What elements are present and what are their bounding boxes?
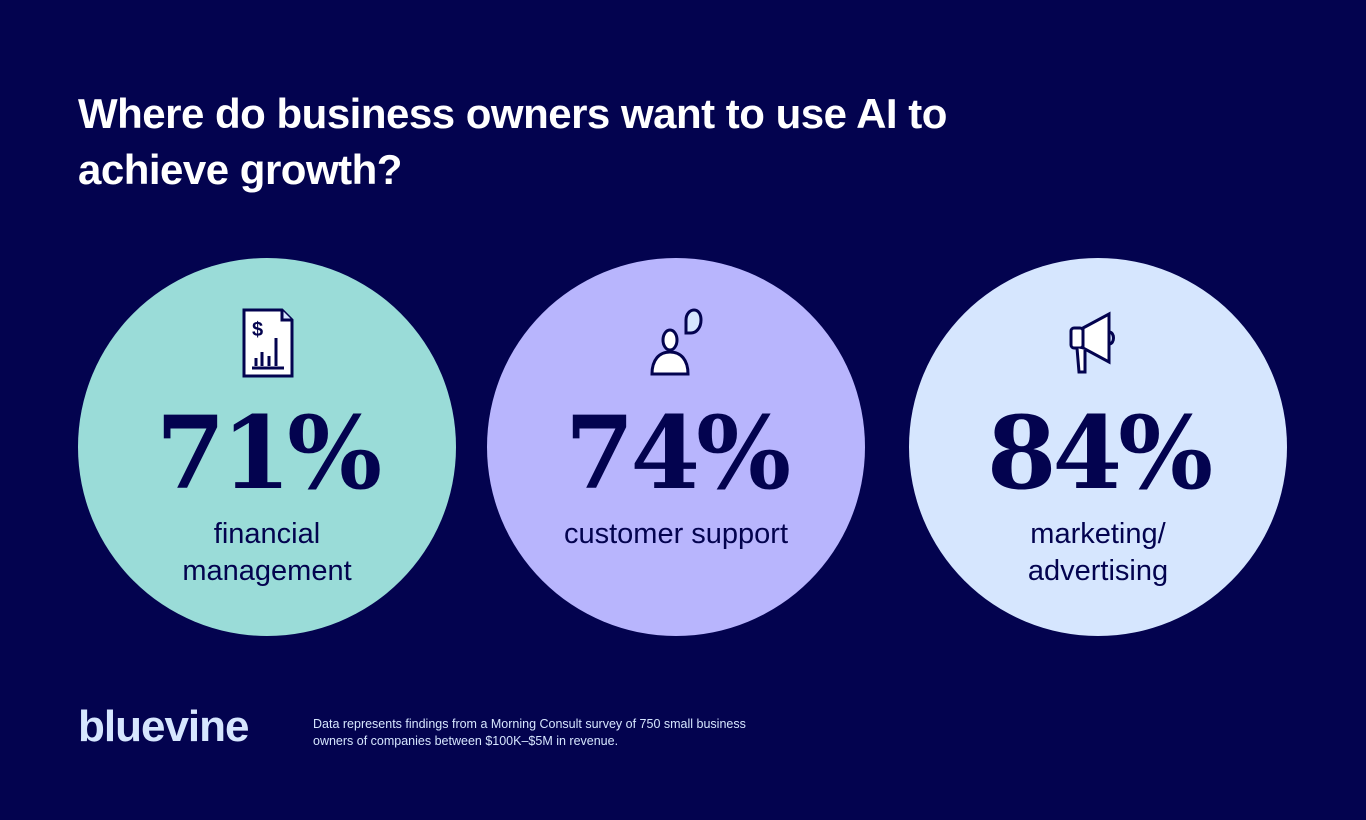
svg-text:$: $ bbox=[252, 319, 263, 341]
stat-label: customer support bbox=[563, 518, 789, 550]
stat-value: 71% bbox=[155, 394, 382, 512]
footnote: Data represents findings from a Morning … bbox=[313, 717, 746, 748]
page-title: Where do business owners want to use AI … bbox=[78, 90, 947, 193]
stat-label: financial management bbox=[182, 518, 352, 587]
financial-report-icon: $ bbox=[242, 308, 294, 378]
stat-circle-customer-support: 74% customer support bbox=[487, 258, 865, 636]
person-speech-icon bbox=[650, 308, 703, 376]
stat-circle-financial: $ 71% financial management bbox=[78, 258, 456, 636]
stat-value: 84% bbox=[986, 394, 1213, 512]
stat-circle-marketing: 84% marketing/ advertising bbox=[909, 258, 1287, 636]
stat-label: marketing/ advertising bbox=[1027, 518, 1169, 587]
stat-value: 74% bbox=[564, 394, 791, 512]
megaphone-icon bbox=[1069, 311, 1115, 374]
bluevine-logo: bluevine bbox=[78, 702, 249, 751]
